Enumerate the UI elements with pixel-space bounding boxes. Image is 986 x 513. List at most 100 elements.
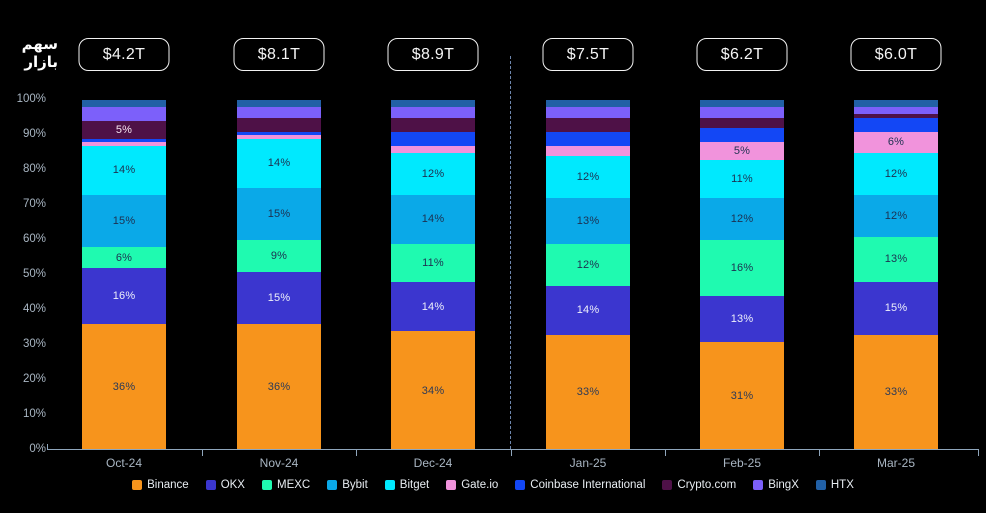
bar-segment-coinbase-international[interactable] xyxy=(700,128,784,142)
segment-value-label: 15% xyxy=(884,302,908,315)
bar-segment-bitget[interactable]: 11% xyxy=(700,159,784,198)
bar-segment-okx[interactable]: 13% xyxy=(700,296,784,342)
bar-segment-bingx[interactable] xyxy=(700,107,784,118)
legend-swatch-icon xyxy=(515,480,526,490)
x-axis-line xyxy=(47,449,979,450)
bar-segment-gate-io[interactable]: 6% xyxy=(854,131,938,153)
x-axis-label-jan-25: Jan-25 xyxy=(569,456,607,470)
bar-segment-htx[interactable] xyxy=(391,100,475,107)
stacked-bar-nov-24: 36% 15% 9% 15% 14% xyxy=(237,100,321,450)
legend-swatch-icon xyxy=(205,480,216,490)
segment-value-label: 5% xyxy=(115,123,133,136)
bar-segment-binance[interactable]: 36% xyxy=(82,324,166,450)
y-axis-title: سهم بازار xyxy=(8,35,58,71)
legend-label: Bybit xyxy=(342,479,368,491)
bar-segment-mexc[interactable]: 6% xyxy=(82,247,166,268)
segment-value-label: 12% xyxy=(884,167,908,180)
legend-item-bitget[interactable]: Bitget xyxy=(384,479,429,491)
legend-item-binance[interactable]: Binance xyxy=(132,479,189,491)
bar-segment-coinbase-international[interactable] xyxy=(82,138,166,142)
segment-value-label: 13% xyxy=(730,312,754,325)
bar-segment-htx[interactable] xyxy=(237,100,321,107)
bar-segment-okx[interactable]: 16% xyxy=(82,268,166,324)
segment-value-label: 16% xyxy=(730,262,754,274)
bar-segment-bingx[interactable] xyxy=(82,107,166,121)
bar-segment-crypto-com[interactable] xyxy=(854,114,938,118)
bar-segment-bitget[interactable]: 14% xyxy=(237,138,321,188)
stacked-bar-jan-25: 33% 14% 12% 13% 12% xyxy=(546,100,630,450)
bar-segment-gate-io[interactable] xyxy=(237,135,321,139)
bar-segment-bybit[interactable]: 15% xyxy=(82,194,166,247)
segment-value-label: 14% xyxy=(267,157,291,169)
bar-segment-bingx[interactable] xyxy=(237,107,321,118)
bar-segment-gate-io[interactable]: 5% xyxy=(700,142,784,160)
bar-segment-okx[interactable]: 14% xyxy=(546,285,630,335)
bar-segment-bingx[interactable] xyxy=(546,107,630,118)
bar-segment-binance[interactable]: 33% xyxy=(546,334,630,450)
bar-segment-crypto-com[interactable] xyxy=(391,117,475,132)
bar-segment-coinbase-international[interactable] xyxy=(391,131,475,146)
legend-swatch-icon xyxy=(327,480,338,490)
segment-value-label: 6% xyxy=(115,251,133,264)
bar-segment-bybit[interactable]: 15% xyxy=(237,187,321,240)
bar-segment-gate-io[interactable] xyxy=(546,145,630,156)
legend-item-htx[interactable]: HTX xyxy=(815,479,854,491)
bar-segment-okx[interactable]: 15% xyxy=(237,271,321,324)
bar-segment-mexc[interactable]: 13% xyxy=(854,236,938,282)
bar-segment-crypto-com[interactable] xyxy=(700,117,784,128)
bar-segment-gate-io[interactable] xyxy=(82,142,166,146)
segment-value-label: 14% xyxy=(112,164,136,176)
bar-segment-crypto-com[interactable] xyxy=(546,117,630,132)
bar-segment-htx[interactable] xyxy=(82,100,166,107)
total-market-cap-badge: $8.1T xyxy=(233,38,325,71)
bar-segment-bitget[interactable]: 12% xyxy=(854,152,938,195)
y-axis-tick-label: 0% xyxy=(29,442,46,455)
bar-segment-bybit[interactable]: 12% xyxy=(854,194,938,237)
bar-segment-binance[interactable]: 33% xyxy=(854,334,938,450)
segment-value-label: 14% xyxy=(421,300,445,313)
bar-segment-bingx[interactable] xyxy=(854,107,938,114)
bar-segment-binance[interactable]: 31% xyxy=(700,341,784,450)
bar-segment-htx[interactable] xyxy=(700,100,784,107)
bar-segment-coinbase-international[interactable] xyxy=(237,131,321,135)
bar-segment-binance[interactable]: 34% xyxy=(391,331,475,450)
legend-item-bybit[interactable]: Bybit xyxy=(327,479,368,491)
bar-segment-mexc[interactable]: 16% xyxy=(700,240,784,296)
legend-item-gate-io[interactable]: Gate.io xyxy=(446,479,498,491)
bar-segment-bitget[interactable]: 14% xyxy=(82,145,166,195)
bar-segment-bitget[interactable]: 12% xyxy=(391,152,475,195)
bar-segment-crypto-com[interactable]: 5% xyxy=(82,121,166,139)
y-axis-title-line1: سهم xyxy=(21,35,58,53)
bar-segment-coinbase-international[interactable] xyxy=(546,131,630,146)
bar-segment-mexc[interactable]: 9% xyxy=(237,240,321,272)
segment-value-label: 13% xyxy=(576,214,600,227)
bar-segment-bybit[interactable]: 12% xyxy=(700,198,784,240)
legend-item-coinbase-international[interactable]: Coinbase International xyxy=(515,479,645,491)
y-axis-tick-label: 90% xyxy=(22,127,46,140)
y-axis-tick-label: 40% xyxy=(22,302,46,315)
bar-segment-mexc[interactable]: 12% xyxy=(546,243,630,286)
legend-item-okx[interactable]: OKX xyxy=(205,479,245,491)
legend-item-bingx[interactable]: BingX xyxy=(753,479,799,491)
bar-segment-mexc[interactable]: 11% xyxy=(391,243,475,282)
total-market-cap-badge: $8.9T xyxy=(387,38,479,71)
year-divider-dashed-line xyxy=(510,56,511,449)
bar-segment-coinbase-international[interactable] xyxy=(854,117,938,132)
bar-segment-bybit[interactable]: 14% xyxy=(391,194,475,244)
bar-segment-bitget[interactable]: 12% xyxy=(546,156,630,198)
bar-segment-okx[interactable]: 14% xyxy=(391,282,475,331)
segment-value-label: 6% xyxy=(887,136,905,148)
legend-item-crypto-com[interactable]: Crypto.com xyxy=(662,479,736,491)
bar-segment-bingx[interactable] xyxy=(391,107,475,118)
legend-label: HTX xyxy=(830,479,854,491)
stacked-bar-mar-25: 33% 15% 13% 12% 12% 6% xyxy=(854,100,938,450)
x-axis-label-feb-25: Feb-25 xyxy=(722,456,762,470)
bar-segment-bybit[interactable]: 13% xyxy=(546,198,630,244)
bar-segment-gate-io[interactable] xyxy=(391,145,475,153)
bar-segment-crypto-com[interactable] xyxy=(237,117,321,132)
bar-segment-htx[interactable] xyxy=(854,100,938,107)
bar-segment-binance[interactable]: 36% xyxy=(237,324,321,450)
bar-segment-okx[interactable]: 15% xyxy=(854,282,938,335)
legend-item-mexc[interactable]: MEXC xyxy=(261,479,310,491)
bar-segment-htx[interactable] xyxy=(546,100,630,107)
